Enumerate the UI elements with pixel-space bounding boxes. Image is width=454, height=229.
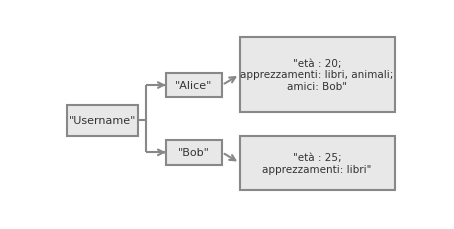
- FancyBboxPatch shape: [166, 73, 222, 98]
- FancyBboxPatch shape: [240, 38, 395, 112]
- FancyBboxPatch shape: [67, 105, 138, 137]
- Text: "Alice": "Alice": [175, 81, 212, 91]
- Text: "età : 25;
apprezzamenti: libri": "età : 25; apprezzamenti: libri": [262, 153, 372, 174]
- FancyBboxPatch shape: [166, 140, 222, 165]
- FancyBboxPatch shape: [240, 137, 395, 190]
- Text: "Bob": "Bob": [178, 148, 210, 158]
- Text: "Username": "Username": [69, 116, 136, 126]
- Text: "età : 20;
apprezzamenti: libri, animali;
amici: Bob": "età : 20; apprezzamenti: libri, animali…: [241, 59, 394, 92]
